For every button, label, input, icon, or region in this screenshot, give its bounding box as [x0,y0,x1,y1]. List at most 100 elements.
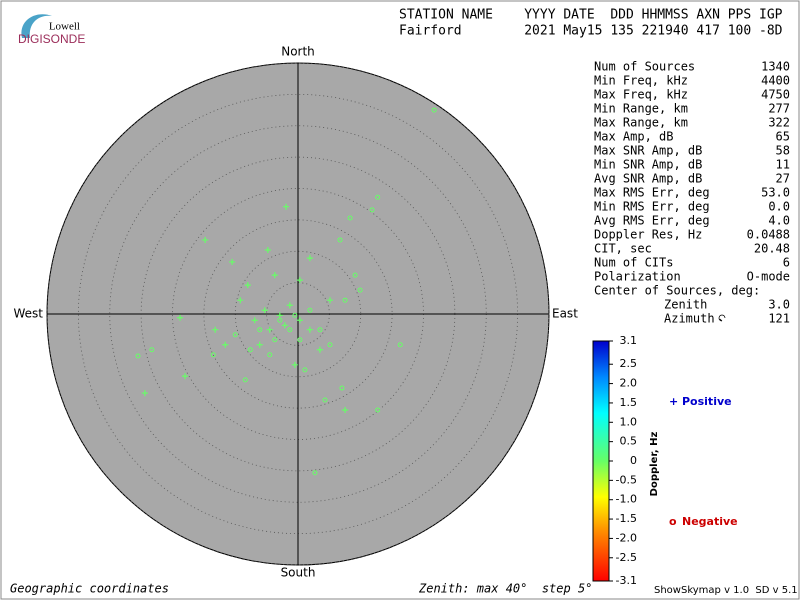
stat-value: 1340 [761,60,790,74]
source-negative [342,297,348,303]
stat-label: Max Range, km [594,116,688,130]
source-negative [302,367,308,373]
stat-value: 65 [776,130,790,144]
colorbar-tick-label: 2.5 [620,357,638,370]
logo-swoosh [21,14,52,38]
source-positive [212,326,219,333]
source-positive [296,277,303,284]
logo-bottom: DIGISONDE [18,32,85,46]
stat-label: Max Freq, kHz [594,88,688,102]
center-value: 121 [768,312,790,326]
colorbar-tick-label: -3.1 [616,574,637,587]
stat-value: O-mode [747,270,790,284]
source-positive [286,302,293,309]
stat-label: CIT, sec [594,242,652,256]
stat-label: Num of CITs [594,256,673,270]
stat-value: 0.0488 [747,228,790,242]
source-negative [369,207,375,213]
logo-top: Lowell [49,21,80,33]
header-labels: STATION NAME YYYY DATE DDD HHMMSS AXN PP… [399,8,783,23]
source-negative [292,312,298,318]
center-label: Zenith [664,298,707,312]
source-negative [247,347,253,353]
colorbar-tick-label: 2.0 [620,377,638,390]
stat-value: 4.0 [768,214,790,228]
source-positive [244,282,251,289]
source-negative [317,327,323,333]
legend-marker: o [669,515,677,528]
source-positive [264,246,271,253]
source-positive [237,297,244,304]
stat-value: 20.48 [754,242,790,256]
colorbar-tick-label: 1.5 [620,396,638,409]
colorbar-tick-label: -1.0 [616,493,637,506]
source-negative [297,337,303,343]
colorbar-tick-label: -2.5 [616,551,637,564]
center-label: Azimuth [664,312,715,326]
source-negative [242,377,248,383]
source-negative [149,347,155,353]
colorbar-title: Doppler, Hz [649,432,660,497]
stat-label: Polarization [594,270,681,284]
source-negative [431,107,437,113]
stat-value: 322 [768,116,790,130]
source-positive [222,341,229,348]
footer-right: ShowSkymap v 1.0 SD v 5.1 [654,585,798,596]
source-positive [271,272,278,279]
source-positive [266,326,273,333]
east-label: East [552,307,578,321]
stat-value: 53.0 [761,186,790,200]
stat-value: 6 [783,256,790,270]
source-negative [267,352,273,358]
source-positive [327,297,334,304]
legend-marker: + [669,395,678,408]
footer-left: Geographic coordinates [10,582,169,596]
source-negative [375,194,381,200]
source-negative [327,342,333,348]
source-positive [276,312,283,319]
stat-label: Min SNR Amp, dB [594,158,702,172]
stat-value: 0.0 [768,200,790,214]
south-label: South [281,566,316,580]
legend-label: Negative [682,515,738,528]
source-negative [357,287,363,293]
footer-middle: Zenith: max 40° step 5° [418,582,592,596]
source-negative [339,385,345,391]
source-positive [261,307,268,314]
source-negative [312,470,318,476]
source-positive [256,341,263,348]
colorbar-tick-label: -1.5 [616,512,637,525]
colorbar-tick-label: 3.1 [620,334,638,347]
source-positive [291,361,298,368]
source-negative [307,307,313,313]
source-positive [283,203,290,210]
stat-value: 58 [776,144,790,158]
source-negative [277,317,283,323]
source-negative [322,397,328,403]
source-negative [257,327,263,333]
stat-label: Avg SNR Amp, dB [594,172,702,186]
colorbar-tick-label: -0.5 [616,473,637,486]
source-negative [397,342,403,348]
source-positive [182,373,189,380]
colorbar-tick-label: -2.0 [616,531,637,544]
stat-label: Min Range, km [594,102,688,116]
stat-value: 11 [776,158,790,172]
colorbar-tick-label: 0.5 [620,435,638,448]
header-values: Fairford 2021 May15 135 221940 417 100 -… [399,24,783,39]
source-negative [337,237,343,243]
west-label: West [13,307,43,321]
source-positive [306,326,313,333]
source-positive [342,407,349,414]
source-positive [316,346,323,353]
source-negative [135,353,141,359]
source-positive [306,255,313,262]
stat-value: 277 [768,102,790,116]
source-positive [296,317,303,324]
source-negative [232,332,238,338]
north-label: North [281,45,315,59]
source-negative [287,327,293,333]
stat-label: Max RMS Err, deg [594,186,710,200]
legend-label: Positive [682,395,732,408]
